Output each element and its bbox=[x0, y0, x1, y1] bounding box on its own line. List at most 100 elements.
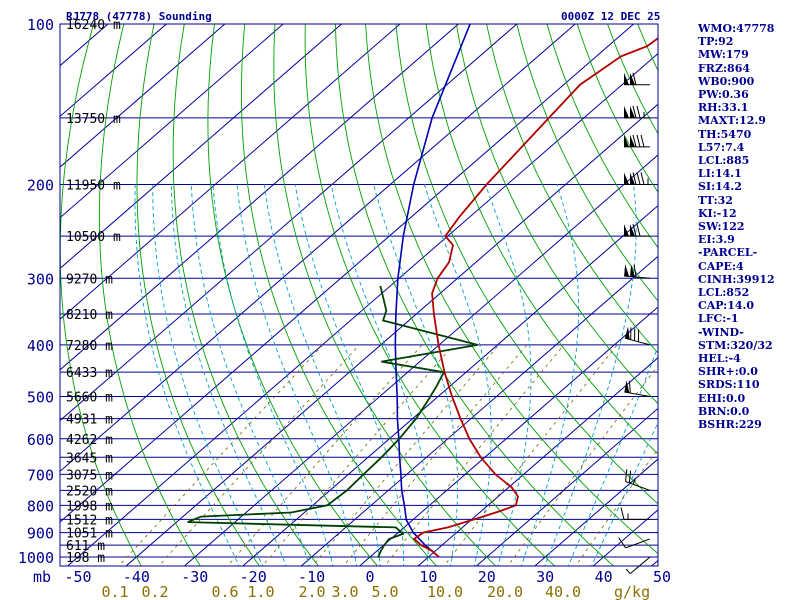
wind-barb bbox=[624, 72, 650, 86]
isotherm-line bbox=[60, 24, 634, 523]
height-label: 4262 m bbox=[66, 433, 113, 448]
dry-adiabat bbox=[98, 24, 201, 566]
sounding-index-item: FRZ:864 bbox=[698, 61, 751, 75]
mixing-ratio-line bbox=[261, 344, 454, 566]
sounding-index-item: TP:92 bbox=[698, 35, 734, 49]
pressure-label: 100 bbox=[27, 16, 54, 34]
temperature-tick-label: 0 bbox=[365, 568, 374, 586]
isotherm-line bbox=[534, 458, 658, 566]
moist-adiabat bbox=[591, 421, 658, 566]
plot-area bbox=[60, 24, 658, 566]
height-label: 5660 m bbox=[66, 391, 113, 406]
dry-adiabat bbox=[172, 24, 319, 566]
pressure-label: 300 bbox=[27, 270, 54, 288]
moist-adiabat bbox=[330, 184, 430, 566]
sounding-index-item: MW:179 bbox=[698, 48, 749, 62]
wind-barb bbox=[624, 105, 650, 119]
mixing-ratio-label: 0.2 bbox=[141, 583, 168, 600]
sounding-index-item: SHR+:0.0 bbox=[698, 365, 758, 379]
temperature-tick-label: -10 bbox=[298, 568, 325, 586]
isotherm-line bbox=[60, 24, 342, 270]
mixing-ratio-line bbox=[342, 344, 528, 566]
sounding-indices-panel: WMO:47778 TP:92 MW:179 FRZ:864 WB0:900 PW:0.3… bbox=[698, 22, 798, 431]
mixing-ratio-line bbox=[575, 448, 658, 566]
mixing-ratio-label: 5.0 bbox=[371, 583, 398, 600]
moist-adiabat bbox=[190, 184, 311, 566]
mixing-ratio-label: 3.0 bbox=[331, 583, 358, 600]
mixing-ratio-unit: g/kg bbox=[614, 583, 650, 600]
sounding-index-item: LCL:852 bbox=[698, 286, 750, 300]
height-label: 198 m bbox=[66, 551, 105, 566]
height-label: 11950 m bbox=[66, 178, 121, 193]
moist-adiabat bbox=[212, 184, 334, 566]
wind-barbs bbox=[618, 72, 651, 575]
temperature-tick-label: 10 bbox=[419, 568, 437, 586]
mixing-ratio-label: 1.0 bbox=[247, 583, 274, 600]
isotherm-line bbox=[183, 154, 658, 566]
height-label: 611 m bbox=[66, 539, 105, 554]
height-label: 10500 m bbox=[66, 230, 121, 245]
mixing-ratio-label: 0.6 bbox=[211, 583, 238, 600]
isotherm-line bbox=[60, 24, 459, 371]
moist-adiabat bbox=[263, 184, 381, 566]
dry-adiabat bbox=[455, 24, 658, 405]
isotherm-line bbox=[60, 24, 518, 422]
pressure-label: 1000 bbox=[18, 549, 54, 567]
dry-adiabat bbox=[273, 24, 497, 566]
sounding-index-item: SW:122 bbox=[698, 220, 745, 234]
temperature-tick-label: 50 bbox=[653, 568, 671, 586]
dry-adiabat bbox=[136, 24, 260, 566]
height-label: 1998 m bbox=[66, 499, 113, 514]
dry-adiabat bbox=[207, 24, 379, 566]
mixing-ratio-label: 0.1 bbox=[101, 583, 128, 600]
pressure-label: 200 bbox=[27, 176, 54, 194]
height-label: 13750 m bbox=[66, 112, 121, 127]
dry-adiabat bbox=[241, 24, 438, 566]
chart-datetime: 0000Z 12 DEC 25 bbox=[561, 10, 660, 23]
moist-adiabat bbox=[170, 184, 287, 566]
height-label: 9270 m bbox=[66, 272, 113, 287]
mixing-ratio-line bbox=[384, 344, 565, 566]
temperature-tick-label: -40 bbox=[123, 568, 150, 586]
wind-barb bbox=[620, 507, 650, 520]
sounding-index-item: LI:14.1 bbox=[698, 167, 742, 181]
sounding-index-item: TH:5470 bbox=[698, 127, 752, 141]
moist-adiabat bbox=[152, 184, 264, 566]
height-label: 4931 m bbox=[66, 413, 113, 428]
isotherm-line bbox=[242, 204, 658, 566]
plot-frame bbox=[59, 23, 659, 567]
moist-adiabat bbox=[236, 184, 358, 566]
dry-adiabat bbox=[395, 24, 658, 505]
isotherm-line bbox=[125, 103, 658, 566]
wind-barb bbox=[624, 264, 651, 279]
isotherm-line bbox=[60, 24, 576, 472]
sounding-index-item: SRDS:110 bbox=[698, 378, 760, 392]
temperature-tick-label: -20 bbox=[240, 568, 267, 586]
moist-adiabat bbox=[373, 184, 458, 566]
height-label: 8210 m bbox=[66, 308, 113, 323]
wind-barb bbox=[624, 134, 650, 148]
moist-adiabat bbox=[520, 184, 580, 566]
dry-adiabat bbox=[546, 24, 658, 249]
temperature-trace bbox=[412, 37, 658, 558]
isotherm-line bbox=[475, 407, 658, 566]
dry-adiabat bbox=[516, 24, 658, 302]
sounding-index-item: EHI:0.0 bbox=[698, 391, 746, 405]
pressure-label: 900 bbox=[27, 525, 54, 543]
sounding-index-item: PW:0.36 bbox=[698, 88, 749, 102]
mixing-ratio-label: 10.0 bbox=[427, 583, 463, 600]
height-label: 16240 m bbox=[66, 18, 121, 33]
mixing-ratio-label: 2.0 bbox=[298, 583, 325, 600]
temperature-tick-label: -50 bbox=[64, 568, 91, 586]
temperature-tick-label: 40 bbox=[595, 568, 613, 586]
height-label: 3075 m bbox=[66, 468, 113, 483]
wind-barb bbox=[625, 469, 651, 491]
wind-barb bbox=[624, 380, 651, 398]
sounding-index-item: LCL:885 bbox=[698, 154, 750, 168]
pressure-label: 500 bbox=[27, 389, 54, 407]
pressure-unit-label: mb bbox=[33, 568, 51, 586]
sounding-index-item: WMO:47778 bbox=[698, 22, 775, 35]
isotherm-line bbox=[60, 24, 284, 219]
